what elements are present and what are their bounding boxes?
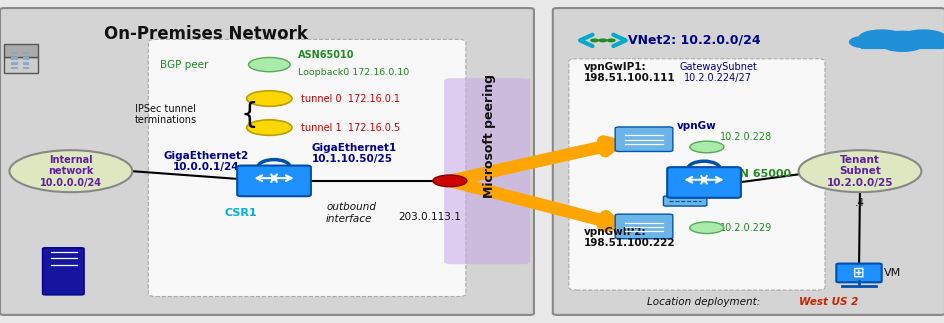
- Circle shape: [689, 222, 723, 234]
- FancyBboxPatch shape: [860, 41, 943, 49]
- Text: 203.0.113.1: 203.0.113.1: [398, 212, 461, 222]
- Circle shape: [849, 36, 883, 48]
- Circle shape: [607, 39, 615, 42]
- Bar: [23, 67, 29, 69]
- FancyBboxPatch shape: [568, 59, 824, 290]
- Circle shape: [900, 30, 944, 46]
- Bar: [11, 62, 18, 65]
- Text: Tenant
Subnet
10.2.0.0/25: Tenant Subnet 10.2.0.0/25: [826, 155, 892, 188]
- Text: Loopback0 172.16.0.10: Loopback0 172.16.0.10: [297, 68, 409, 77]
- Text: {: {: [241, 101, 259, 129]
- FancyBboxPatch shape: [666, 167, 740, 198]
- Bar: [23, 57, 29, 60]
- Text: On-Premises Network: On-Premises Network: [104, 25, 308, 43]
- Text: 10.2.0.229: 10.2.0.229: [719, 223, 771, 233]
- Text: West US 2: West US 2: [798, 297, 857, 307]
- FancyBboxPatch shape: [615, 127, 672, 151]
- FancyBboxPatch shape: [444, 78, 530, 264]
- Text: vpnGw: vpnGw: [676, 121, 716, 131]
- Bar: [11, 67, 18, 69]
- Text: GigaEthernet2
10.0.0.1/24: GigaEthernet2 10.0.0.1/24: [163, 151, 248, 172]
- FancyBboxPatch shape: [552, 8, 944, 315]
- Text: ⊞: ⊞: [852, 266, 864, 280]
- Circle shape: [858, 30, 903, 46]
- Circle shape: [598, 39, 606, 42]
- FancyBboxPatch shape: [237, 165, 311, 196]
- Bar: [11, 52, 18, 54]
- Text: .4: .4: [854, 199, 864, 208]
- Text: Internal
network
10.0.0.0/24: Internal network 10.0.0.0/24: [40, 155, 102, 188]
- FancyBboxPatch shape: [663, 196, 706, 206]
- Text: VM: VM: [883, 268, 900, 278]
- Text: GatewaySubnet
10.2.0.224/27: GatewaySubnet 10.2.0.224/27: [679, 62, 756, 83]
- Text: outbound
interface: outbound interface: [326, 203, 376, 224]
- Circle shape: [246, 120, 292, 135]
- Circle shape: [246, 91, 292, 106]
- FancyBboxPatch shape: [835, 264, 881, 282]
- Circle shape: [689, 141, 723, 153]
- Text: IPSec tunnel
terminations: IPSec tunnel terminations: [134, 104, 196, 125]
- Text: vpnGwIP1:
198.51.100.111: vpnGwIP1: 198.51.100.111: [583, 62, 675, 83]
- Text: tunnel 0  172.16.0.1: tunnel 0 172.16.0.1: [300, 94, 399, 103]
- FancyBboxPatch shape: [4, 57, 38, 73]
- Text: 10.2.0.228: 10.2.0.228: [719, 132, 771, 142]
- Circle shape: [875, 31, 928, 49]
- Text: BGP peer: BGP peer: [160, 60, 209, 69]
- Bar: [23, 52, 29, 54]
- FancyBboxPatch shape: [42, 248, 84, 295]
- Circle shape: [920, 36, 944, 48]
- FancyBboxPatch shape: [0, 8, 533, 315]
- Circle shape: [9, 150, 132, 192]
- Bar: [23, 62, 29, 65]
- Text: Microsoft peering: Microsoft peering: [482, 74, 496, 198]
- FancyBboxPatch shape: [148, 39, 465, 297]
- Text: ASN65010: ASN65010: [297, 50, 354, 60]
- Circle shape: [798, 150, 920, 192]
- Text: VNet2: 10.2.0.0/24: VNet2: 10.2.0.0/24: [628, 34, 760, 47]
- Circle shape: [881, 37, 922, 51]
- FancyBboxPatch shape: [4, 44, 38, 57]
- Text: ASN 65000: ASN 65000: [722, 170, 790, 179]
- Circle shape: [248, 57, 290, 72]
- Circle shape: [432, 175, 466, 187]
- Text: GigaEthernet1
10.1.10.50/25: GigaEthernet1 10.1.10.50/25: [312, 143, 396, 164]
- Text: CSR1: CSR1: [225, 208, 257, 218]
- Circle shape: [590, 39, 598, 42]
- Bar: [11, 57, 18, 60]
- Text: tunnel 1  172.16.0.5: tunnel 1 172.16.0.5: [300, 123, 399, 132]
- FancyBboxPatch shape: [615, 214, 672, 239]
- Text: Location deployment:: Location deployment:: [647, 297, 760, 307]
- Text: vpnGwIP2:
198.51.100.222: vpnGwIP2: 198.51.100.222: [583, 227, 675, 248]
